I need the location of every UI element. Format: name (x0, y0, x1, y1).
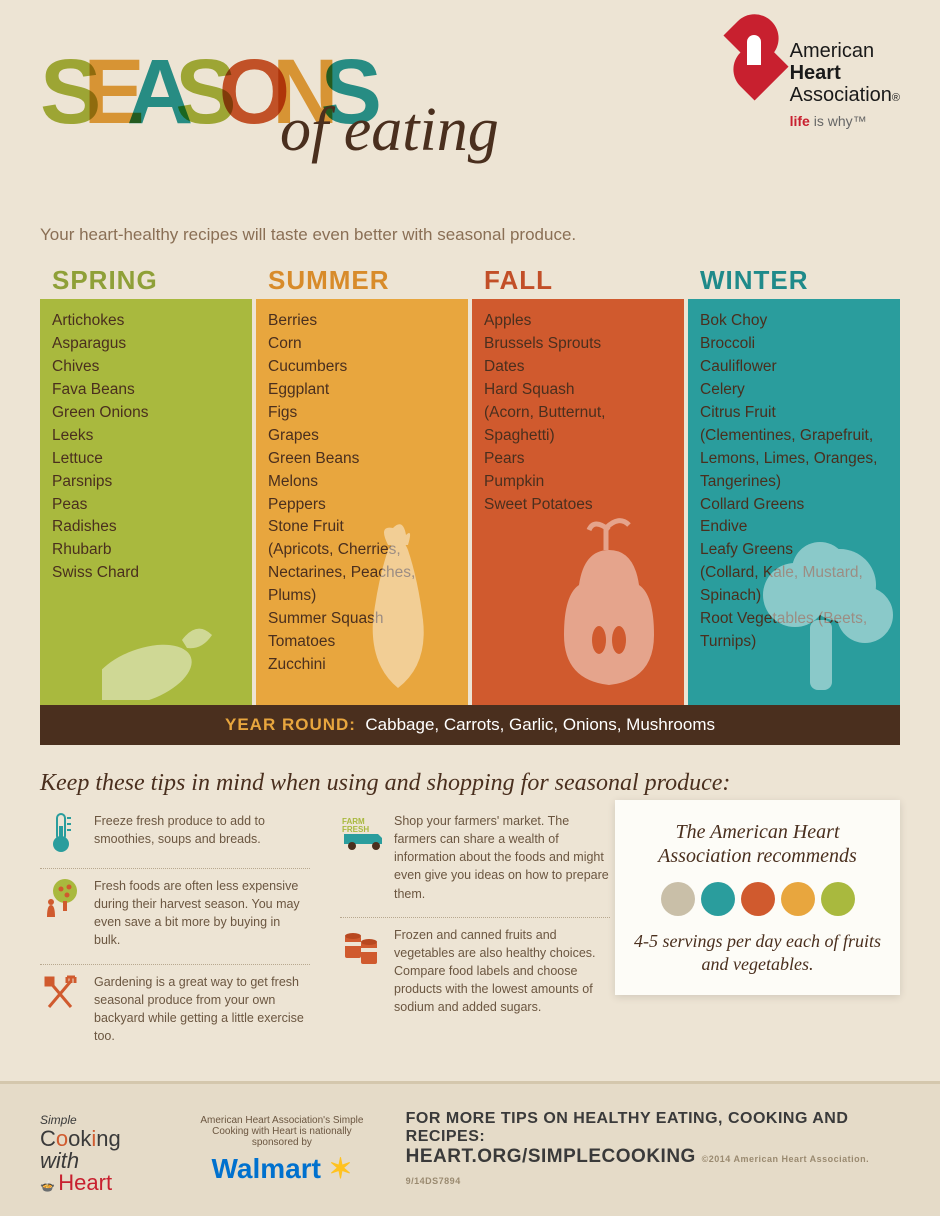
tip-item: Fresh foods are often less expensive dur… (40, 868, 310, 950)
produce-item: Swiss Chard (52, 562, 240, 585)
produce-item: Cauliflower (700, 356, 888, 379)
season-summer: SUMMERBerriesCornCucumbersEggplantFigsGr… (256, 265, 468, 705)
produce-item: Spaghetti) (484, 425, 672, 448)
tip-text: Frozen and canned fruits and vegetables … (394, 926, 610, 1017)
produce-item: Lettuce (52, 448, 240, 471)
produce-item: Root Vegetables (Beets, (700, 608, 888, 631)
produce-item: Leeks (52, 425, 240, 448)
produce-item: Spinach) (700, 585, 888, 608)
thermometer-icon (40, 812, 82, 854)
produce-item: Lemons, Limes, Oranges, (700, 448, 888, 471)
produce-item: Bok Choy (700, 310, 888, 333)
title-block: SEASONS of eating (40, 40, 900, 215)
produce-item: Summer Squash (268, 608, 456, 631)
title-tagline: Your heart-healthy recipes will taste ev… (40, 225, 900, 245)
season-fall: FALLApplesBrussels SproutsDatesHard Squa… (472, 265, 684, 705)
tip-text: Shop your farmers' market. The farmers c… (394, 812, 610, 903)
more-tips: FOR MORE TIPS ON HEALTHY EATING, COOKING… (406, 1110, 900, 1190)
tip-item: Frozen and canned fruits and vegetables … (340, 917, 610, 1017)
season-winter: WINTERBok ChoyBroccoliCauliflowerCeleryC… (688, 265, 900, 705)
produce-item: Nectarines, Peaches, (268, 562, 456, 585)
season-columns: SPRINGArtichokesAsparagusChivesFava Bean… (40, 265, 900, 705)
produce-item: Parsnips (52, 471, 240, 494)
produce-item: Dates (484, 356, 672, 379)
tip-text: Fresh foods are often less expensive dur… (94, 877, 310, 950)
produce-item: Peppers (268, 494, 456, 517)
produce-item: Apples (484, 310, 672, 333)
produce-item: (Acorn, Butternut, (484, 402, 672, 425)
svg-text:FRESH: FRESH (342, 825, 369, 834)
tip-text: Gardening is a great way to get fresh se… (94, 973, 310, 1046)
footer: Simple Cooking with 🍲 Heart American Hea… (0, 1081, 940, 1216)
produce-item: Rhubarb (52, 539, 240, 562)
produce-item: (Apricots, Cherries, (268, 539, 456, 562)
produce-item: Collard Greens (700, 494, 888, 517)
produce-item: Leafy Greens (700, 539, 888, 562)
produce-item: Chives (52, 356, 240, 379)
produce-item: Radishes (52, 516, 240, 539)
tip-text: Freeze fresh produce to add to smoothies… (94, 812, 310, 848)
produce-item: Stone Fruit (268, 516, 456, 539)
cans-icon (340, 926, 382, 968)
produce-item: Berries (268, 310, 456, 333)
produce-item: Cucumbers (268, 356, 456, 379)
produce-item: Endive (700, 516, 888, 539)
tip-item: Gardening is a great way to get fresh se… (40, 964, 310, 1046)
produce-item: Sweet Potatoes (484, 494, 672, 517)
tools-icon (40, 973, 82, 1015)
tips-heading: Keep these tips in mind when using and s… (40, 770, 900, 797)
produce-item: Broccoli (700, 333, 888, 356)
produce-item: Figs (268, 402, 456, 425)
sponsor-block: American Heart Association's Simple Cook… (188, 1115, 376, 1185)
tip-item: Freeze fresh produce to add to smoothies… (40, 812, 310, 854)
produce-item: Green Beans (268, 448, 456, 471)
year-round-bar: YEAR ROUND: Cabbage, Carrots, Garlic, On… (40, 705, 900, 745)
produce-item: Celery (700, 379, 888, 402)
produce-item: Artichokes (52, 310, 240, 333)
season-spring: SPRINGArtichokesAsparagusChivesFava Bean… (40, 265, 252, 705)
produce-item: Fava Beans (52, 379, 240, 402)
produce-item: (Collard, Kale, Mustard, (700, 562, 888, 585)
produce-item: Eggplant (268, 379, 456, 402)
produce-item: Tomatoes (268, 631, 456, 654)
produce-item: Pumpkin (484, 471, 672, 494)
tips-section: Keep these tips in mind when using and s… (40, 770, 900, 1045)
produce-item: Turnips) (700, 631, 888, 654)
produce-item: Grapes (268, 425, 456, 448)
produce-item: Citrus Fruit (700, 402, 888, 425)
produce-item: Melons (268, 471, 456, 494)
produce-item: Brussels Sprouts (484, 333, 672, 356)
produce-item: (Clementines, Grapefruit, (700, 425, 888, 448)
produce-item: Plums) (268, 585, 456, 608)
cooking-logo: Simple Cooking with 🍲 Heart (40, 1106, 158, 1194)
tip-item: FARMFRESH Shop your farmers' market. The … (340, 812, 610, 903)
title-subtitle: of eating (280, 95, 499, 166)
produce-item: Corn (268, 333, 456, 356)
recommendation-card: The American Heart Association recommend… (615, 800, 900, 995)
produce-item: Tangerines) (700, 471, 888, 494)
produce-item: Asparagus (52, 333, 240, 356)
tree-icon (40, 877, 82, 919)
produce-item: Pears (484, 448, 672, 471)
produce-item: Peas (52, 494, 240, 517)
truck-icon: FARMFRESH (340, 812, 382, 854)
produce-item: Green Onions (52, 402, 240, 425)
produce-item: Zucchini (268, 654, 456, 677)
produce-item: Hard Squash (484, 379, 672, 402)
